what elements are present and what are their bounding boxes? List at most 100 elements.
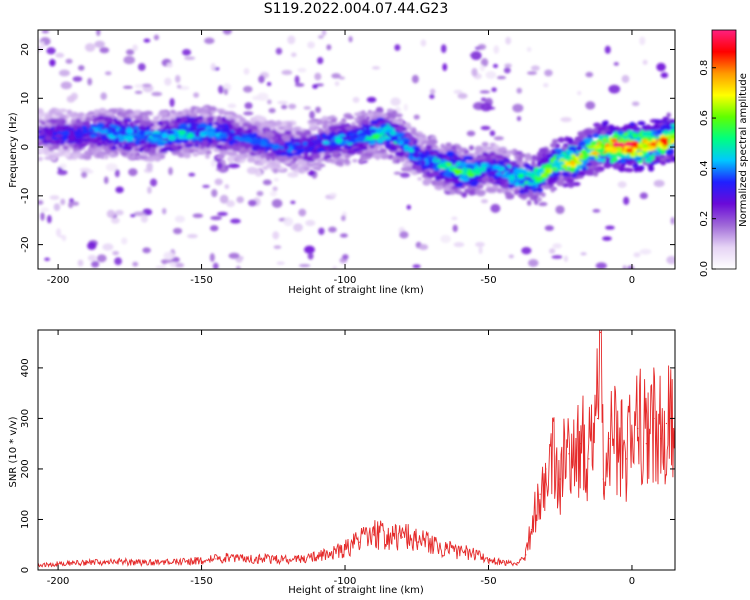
noise-speck <box>305 219 316 227</box>
noise-speck <box>102 243 114 251</box>
noise-speck <box>115 186 124 194</box>
noise-speck <box>210 63 216 71</box>
noise-speck <box>516 116 522 122</box>
noise-speck <box>294 83 305 87</box>
ridge-blob <box>257 162 264 166</box>
noise-speck <box>290 200 296 205</box>
noise-speck <box>516 87 523 94</box>
ridge-blob <box>481 141 489 147</box>
ridge-blob <box>129 112 135 119</box>
ridge-blob <box>565 178 575 184</box>
ridge-blob <box>290 163 299 168</box>
ridge-blob <box>388 117 395 122</box>
noise-speck <box>272 186 278 192</box>
noise-speck <box>560 116 572 123</box>
noise-speck <box>411 74 419 84</box>
noise-speck <box>580 252 587 256</box>
ridge-blob <box>571 173 578 178</box>
ridge-blob <box>321 133 327 139</box>
ridge-blob <box>316 147 323 152</box>
ridge-blob <box>204 109 210 113</box>
noise-speck <box>331 73 341 79</box>
ridge-blob <box>611 138 618 143</box>
noise-speck <box>287 171 299 178</box>
ridge-blob <box>470 179 479 186</box>
ridge-blob <box>574 161 583 165</box>
noise-speck <box>479 90 491 94</box>
noise-speck <box>99 47 110 54</box>
noise-speck <box>413 114 420 120</box>
ridge-blob <box>305 155 313 162</box>
ridge-blob <box>405 134 412 139</box>
noise-speck <box>303 245 315 254</box>
ridge-blob <box>625 167 634 173</box>
ridge-blob <box>228 139 235 146</box>
ridge-blob <box>69 112 78 119</box>
noise-speck <box>504 63 512 68</box>
ridge-blob <box>119 112 128 117</box>
ridge-blob <box>358 142 365 149</box>
ridge-blob <box>158 149 164 153</box>
ridge-blob <box>195 109 204 114</box>
noise-speck <box>192 213 204 218</box>
ridge-blob <box>80 138 90 142</box>
ridge-blob <box>304 130 311 134</box>
noise-speck <box>555 205 565 214</box>
noise-speck <box>623 196 630 205</box>
ridge-blob <box>331 150 340 156</box>
noise-speck <box>169 261 177 268</box>
ridge-blob <box>113 117 118 124</box>
noise-speck <box>128 168 138 177</box>
noise-speck <box>174 262 185 268</box>
ridge-blob <box>66 109 72 114</box>
ridge-blob <box>218 109 224 116</box>
ridge-blob <box>463 155 473 160</box>
ridge-blob <box>579 140 586 145</box>
noise-speck <box>272 231 280 240</box>
noise-speck <box>147 186 152 194</box>
noise-speck <box>184 56 196 61</box>
noise-speck <box>57 169 68 176</box>
noise-speck <box>390 97 401 106</box>
ridge-blob <box>443 186 450 192</box>
noise-speck <box>87 254 97 262</box>
noise-speck <box>87 241 97 250</box>
ridge-blob <box>461 192 467 198</box>
ridge-blob <box>197 118 203 124</box>
ridge-blob <box>153 116 160 121</box>
ridge-blob <box>374 113 382 118</box>
ridge-blob <box>123 146 133 152</box>
noise-speck <box>457 92 468 99</box>
noise-speck <box>230 218 241 224</box>
ridge-blob <box>634 156 643 161</box>
ridge-blob <box>505 152 512 156</box>
noise-speck <box>79 167 91 172</box>
ridge-blob <box>208 106 214 111</box>
noise-speck <box>366 96 377 103</box>
ridge-blob <box>596 126 607 131</box>
noise-speck <box>471 68 478 77</box>
noise-speck <box>670 216 675 225</box>
ridge-blob <box>292 138 300 142</box>
noise-speck <box>521 247 532 255</box>
ridge-blob <box>428 138 438 145</box>
ridge-blob <box>621 162 626 167</box>
noise-speck <box>84 43 96 52</box>
noise-speck <box>133 211 146 217</box>
noise-speck <box>442 63 448 71</box>
ridge-blob <box>133 109 141 115</box>
noise-speck <box>453 89 463 94</box>
noise-speck <box>105 163 118 172</box>
ridge-blob <box>285 152 295 158</box>
ridge-blob <box>652 119 662 124</box>
ridge-blob <box>123 119 129 124</box>
ridge-blob <box>367 111 375 117</box>
noise-speck <box>273 178 279 182</box>
noise-speck <box>161 207 167 215</box>
noise-speck <box>96 254 107 263</box>
ridge-blob <box>177 111 183 115</box>
ridge-blob <box>255 115 264 122</box>
ridge-blob <box>536 196 542 203</box>
ridge-blob <box>89 141 94 148</box>
